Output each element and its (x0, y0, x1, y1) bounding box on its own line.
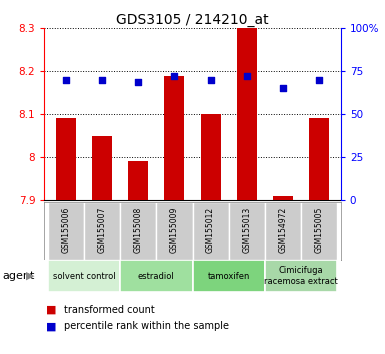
Bar (192, 202, 229, 260)
Bar (265, 202, 301, 260)
Point (171, 74, 177, 79)
Text: Cimicifuga
racemosa extract: Cimicifuga racemosa extract (264, 267, 338, 286)
Bar (120, 202, 156, 260)
Text: percentile rank within the sample: percentile rank within the sample (64, 321, 229, 331)
Bar (48, 260, 120, 292)
Text: GSM155009: GSM155009 (170, 206, 179, 253)
Point (208, 77, 214, 83)
Bar (48, 202, 84, 260)
Bar (229, 202, 265, 260)
Text: GSM155005: GSM155005 (315, 206, 323, 253)
Point (280, 86, 286, 91)
Point (99, 77, 105, 83)
Bar (84, 202, 120, 260)
Title: GDS3105 / 214210_at: GDS3105 / 214210_at (116, 13, 269, 27)
Bar (156, 202, 192, 260)
Text: agent: agent (2, 271, 34, 281)
Point (135, 79, 141, 84)
Bar (128, 161, 148, 200)
Bar (273, 196, 293, 200)
Text: solvent control: solvent control (53, 272, 116, 281)
Text: ▶: ▶ (26, 271, 35, 281)
Text: GSM155006: GSM155006 (62, 206, 70, 253)
Bar (56, 119, 76, 200)
Text: ■: ■ (46, 321, 57, 331)
Point (63, 77, 69, 83)
Bar (92, 136, 112, 200)
Bar (301, 202, 337, 260)
Bar (120, 260, 192, 292)
Text: GSM155012: GSM155012 (206, 206, 215, 252)
Text: GSM155007: GSM155007 (98, 206, 107, 253)
Text: GSM155013: GSM155013 (242, 206, 251, 253)
Point (244, 74, 250, 79)
Bar (164, 75, 184, 200)
Point (316, 77, 322, 83)
Text: ■: ■ (46, 305, 57, 315)
Text: estradiol: estradiol (138, 272, 175, 281)
Text: GSM154972: GSM154972 (278, 206, 287, 253)
Bar (265, 260, 337, 292)
Bar (237, 28, 257, 200)
Text: transformed count: transformed count (64, 305, 154, 315)
Text: tamoxifen: tamoxifen (208, 272, 250, 281)
Bar (309, 119, 329, 200)
Bar (201, 114, 221, 200)
Text: GSM155008: GSM155008 (134, 206, 143, 253)
Bar (192, 260, 265, 292)
